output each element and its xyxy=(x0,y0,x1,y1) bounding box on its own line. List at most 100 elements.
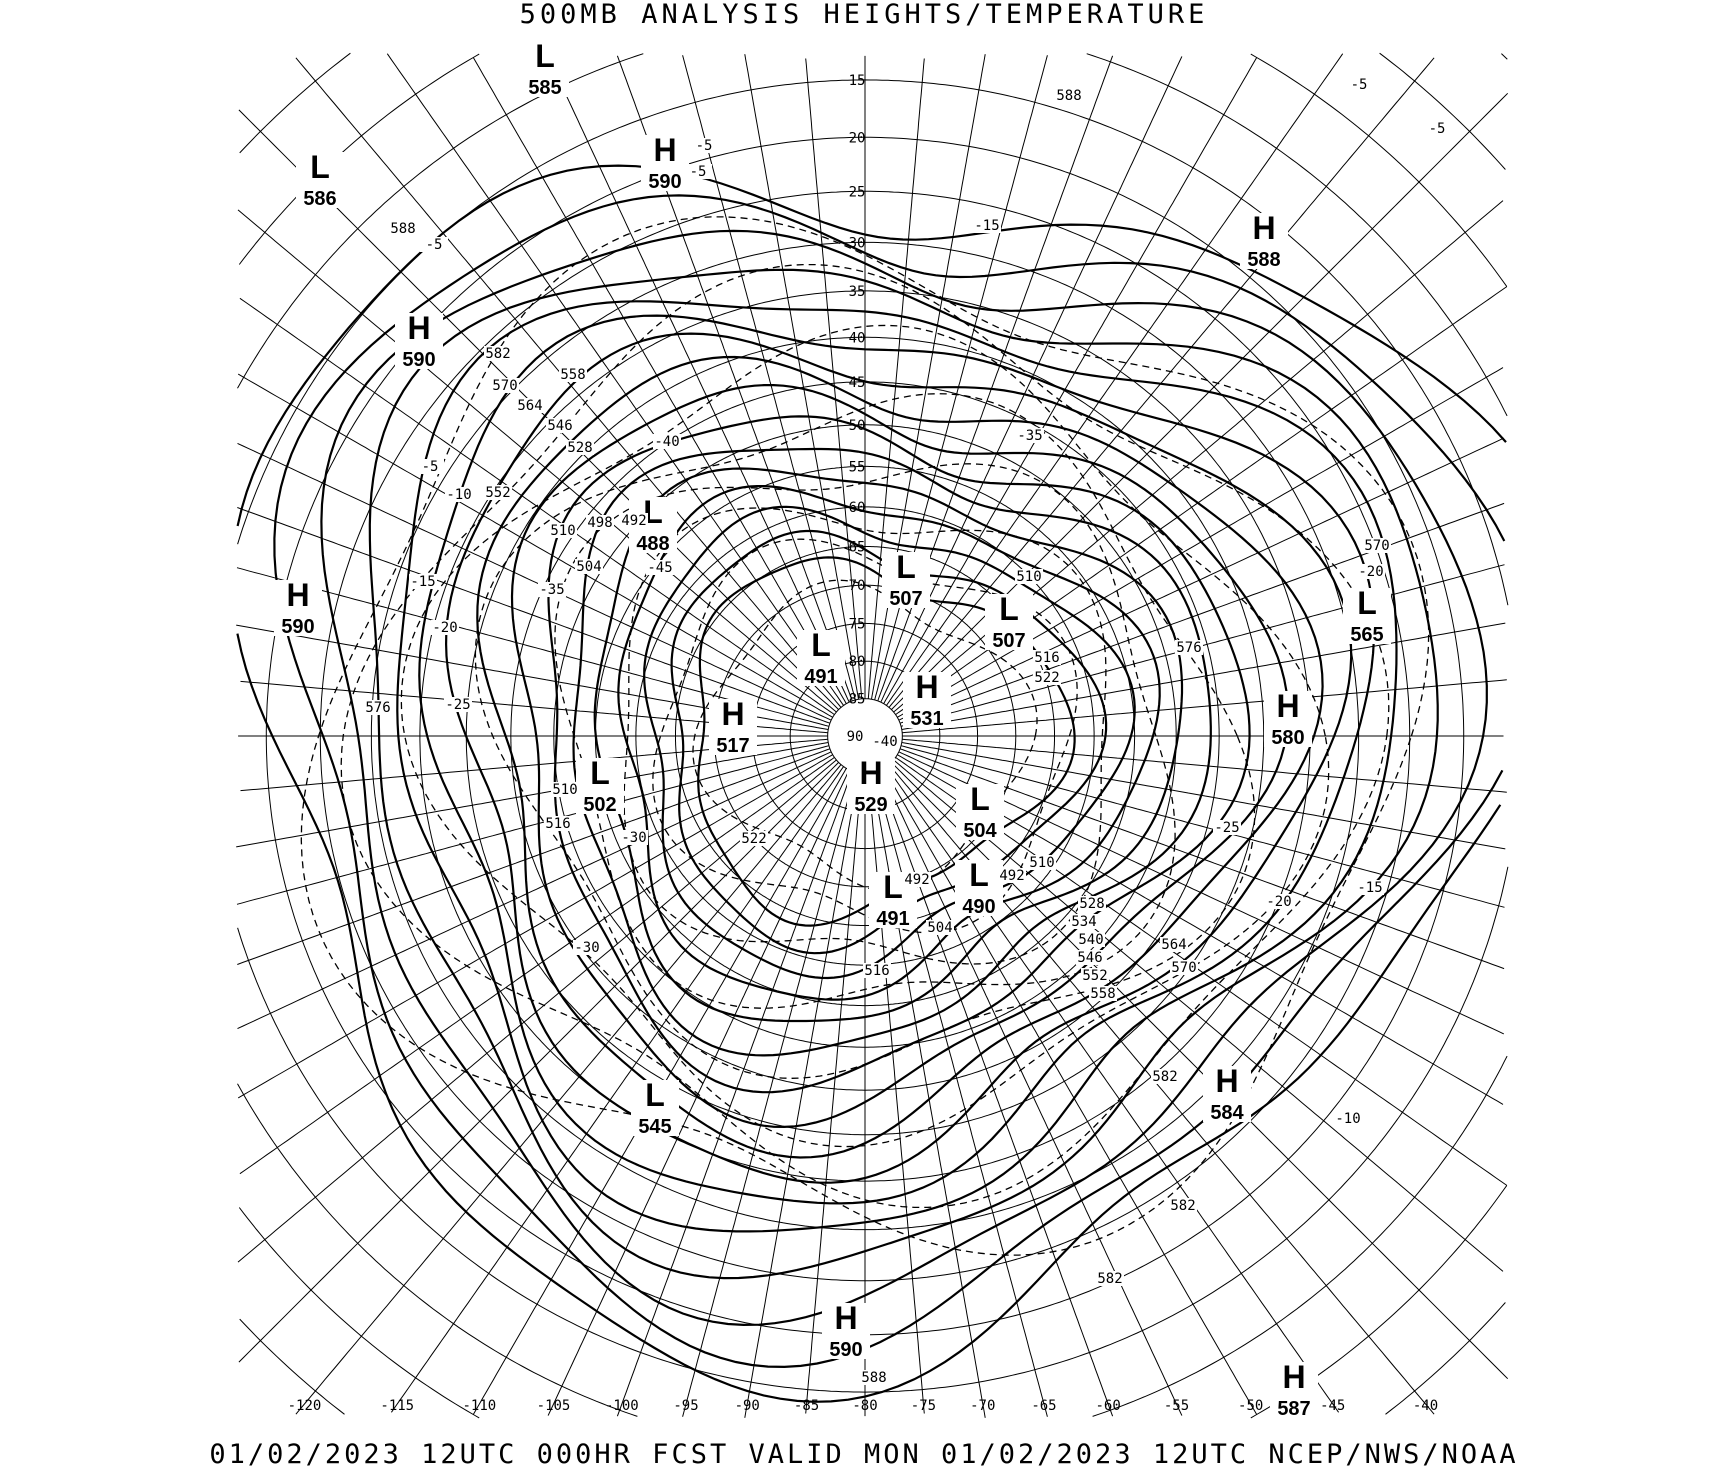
center-value: 585 xyxy=(528,77,561,99)
center-value: 488 xyxy=(636,533,669,555)
height-label: 534 xyxy=(1071,914,1096,930)
center-value: 502 xyxy=(583,794,616,816)
latitude-circle xyxy=(1250,53,1508,287)
label-background xyxy=(1357,564,1385,579)
meridian-line xyxy=(880,56,1183,703)
height-label: 552 xyxy=(1082,968,1107,984)
longitude-label: -40 xyxy=(1413,1398,1438,1414)
temperature-label: -20 xyxy=(1266,894,1291,910)
latitude-circle xyxy=(239,52,351,154)
height-label: 528 xyxy=(1079,896,1104,912)
meridian-line xyxy=(237,442,832,721)
meridian-line xyxy=(744,772,859,1418)
temperature-contour xyxy=(652,538,1078,934)
height-label: 546 xyxy=(1077,950,1102,966)
height-label: 510 xyxy=(1029,855,1054,871)
longitude-label: -110 xyxy=(462,1398,496,1414)
temperature-label: -25 xyxy=(445,697,470,713)
label-background xyxy=(903,672,951,728)
high-pressure-center: H 584 xyxy=(1203,1063,1251,1124)
latitude-label: 75 xyxy=(849,616,866,632)
height-label: 492 xyxy=(621,513,646,529)
height-label: 504 xyxy=(576,559,601,575)
height-label: 588 xyxy=(1056,88,1081,104)
label-background xyxy=(1028,855,1056,870)
high-marker: H xyxy=(1282,1359,1305,1395)
low-pressure-center: L 565 xyxy=(1343,585,1391,646)
label-background xyxy=(709,699,757,755)
temperature-label: -45 xyxy=(647,560,672,576)
height-label: 510 xyxy=(550,523,575,539)
height-label: 528 xyxy=(567,440,592,456)
height-contour xyxy=(444,332,1353,1184)
label-background xyxy=(1078,896,1106,911)
label-background xyxy=(395,313,443,369)
label-background xyxy=(538,582,566,597)
meridian-line xyxy=(237,507,831,724)
longitude-label: -85 xyxy=(794,1398,819,1414)
meridian-line xyxy=(902,679,1507,734)
meridian-line xyxy=(867,773,925,1414)
label-background xyxy=(847,758,895,814)
latitude-label: 60 xyxy=(849,500,866,516)
meridian-line xyxy=(888,764,1435,1415)
meridian-line xyxy=(472,57,847,704)
meridian-line xyxy=(874,55,1048,701)
height-label: 570 xyxy=(492,378,517,394)
label-background xyxy=(1151,1069,1179,1084)
label-background xyxy=(620,830,648,845)
low-pressure-center: L 507 xyxy=(985,591,1033,652)
label-background xyxy=(431,620,459,635)
high-marker: H xyxy=(653,132,676,168)
label-background xyxy=(484,485,512,500)
label-background xyxy=(544,816,572,831)
label-background xyxy=(491,378,519,393)
longitude-label: -115 xyxy=(380,1398,414,1414)
label-background xyxy=(420,237,448,252)
label-background xyxy=(1240,213,1288,269)
label-background xyxy=(559,367,587,382)
label-background xyxy=(521,41,569,97)
meridian-line xyxy=(805,58,863,699)
temperature-label: -15 xyxy=(410,574,435,590)
label-background xyxy=(882,552,930,608)
meridian-line xyxy=(237,748,831,965)
meridian-line xyxy=(295,764,842,1415)
height-label: 492 xyxy=(904,872,929,888)
center-value: 491 xyxy=(876,908,909,930)
meridian-line xyxy=(897,367,1504,718)
label-background xyxy=(1423,121,1451,136)
latitude-label: 25 xyxy=(849,184,866,200)
high-pressure-center: H 517 xyxy=(709,696,757,757)
label-background xyxy=(620,513,648,528)
height-label: 516 xyxy=(545,816,570,832)
center-value: 507 xyxy=(889,588,922,610)
high-marker: H xyxy=(407,310,430,346)
meridian-line xyxy=(390,766,845,1413)
height-contours xyxy=(236,164,1507,1403)
label-background xyxy=(797,630,845,686)
temperature-label: -40 xyxy=(654,434,679,450)
label-background xyxy=(364,700,392,715)
low-marker: L xyxy=(999,591,1019,627)
label-background xyxy=(1077,932,1105,947)
high-pressure-center: H 529 xyxy=(847,755,895,816)
height-contour xyxy=(396,300,1398,1233)
latitude-label: 55 xyxy=(849,459,866,475)
latitude-circle xyxy=(1092,1055,1508,1417)
label-background xyxy=(1264,691,1312,747)
high-marker: H xyxy=(721,696,744,732)
label-background xyxy=(1033,650,1061,665)
meridian-line xyxy=(900,745,1505,908)
label-background xyxy=(1170,960,1198,975)
temperature-label: -5 xyxy=(696,138,713,154)
height-label: 564 xyxy=(517,398,542,414)
height-contour xyxy=(593,467,1184,1023)
longitude-label: -65 xyxy=(1031,1398,1056,1414)
low-pressure-center: L 504 xyxy=(956,781,1004,842)
latitude-label: 30 xyxy=(849,235,866,251)
low-pressure-center: L 502 xyxy=(576,755,624,816)
latitude-label: 20 xyxy=(849,130,866,146)
height-label: 510 xyxy=(552,782,577,798)
temperature-label: -10 xyxy=(446,487,471,503)
